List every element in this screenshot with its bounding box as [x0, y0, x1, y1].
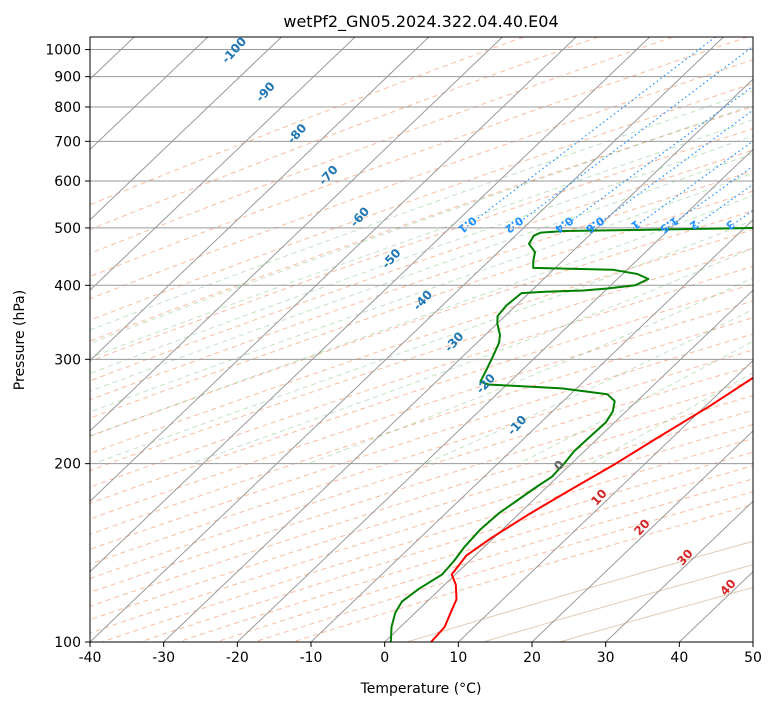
x-tick-label: 50	[744, 650, 762, 666]
dry-adiabat	[139, 451, 753, 642]
dry-adiabat	[90, 409, 753, 621]
moist-adiabat	[90, 119, 753, 359]
dry-adiabat	[90, 59, 753, 300]
isotherm	[310, 219, 753, 642]
dry-adiabat	[90, 37, 748, 278]
moist-adiabat	[90, 152, 753, 392]
x-tick-label: 20	[523, 650, 541, 666]
isotherm	[90, 37, 724, 642]
y-tick-label: 300	[54, 352, 81, 368]
isotherm	[384, 289, 753, 642]
dry-adiabat	[90, 424, 753, 634]
mixing-ratio-line	[511, 45, 753, 229]
x-tick-label: -30	[152, 650, 175, 666]
moist-adiabat	[90, 135, 753, 375]
dry-adiabat	[90, 395, 753, 607]
isotherm	[90, 37, 356, 291]
background-lines	[0, 37, 753, 642]
profile-series	[389, 227, 753, 642]
y-tick-label: 900	[54, 70, 81, 86]
dry-adiabat	[90, 317, 753, 535]
chart-title: wetPf2_GN05.2024.322.04.40.E04	[283, 12, 558, 32]
dry-adiabat	[215, 478, 753, 642]
profile-line	[389, 227, 753, 642]
isotherm	[605, 500, 753, 642]
plot-background	[90, 37, 753, 642]
dry-adiabat	[90, 380, 753, 593]
x-axis-title: Temperature (°C)	[360, 681, 482, 697]
mixing-ratio-lines	[464, 37, 775, 229]
dry-adiabat	[292, 503, 753, 642]
dry-adiabat	[90, 82, 753, 321]
isotherm	[90, 37, 651, 573]
mixing-ratio-line	[633, 140, 753, 229]
dry-adiabat	[90, 265, 753, 488]
x-tick-label: -10	[300, 650, 323, 666]
moist-adiabat	[90, 104, 753, 344]
reference-curve	[406, 540, 753, 642]
y-axis-title: Pressure (hPa)	[12, 290, 28, 390]
x-axis-ticks: -40 -30 -20 -10 0 10 20 30 40 50	[79, 642, 762, 666]
moist-adiabat	[90, 172, 753, 413]
isotherm	[90, 37, 282, 221]
plot-frame	[89, 36, 754, 643]
y-tick-label: 1000	[45, 43, 81, 59]
y-tick-label: 400	[54, 278, 81, 294]
dry-adiabat	[90, 128, 753, 362]
isotherm	[90, 37, 577, 502]
isotherm	[163, 78, 753, 642]
x-tick-label: 10	[449, 650, 467, 666]
x-tick-label: 0	[380, 650, 389, 666]
mixing-ratio-line	[755, 37, 775, 228]
y-tick-label: 600	[54, 174, 81, 190]
dry-adiabat	[90, 210, 753, 437]
y-tick-label: 200	[54, 457, 81, 473]
x-tick-label: 30	[597, 650, 615, 666]
moist-adiabat	[90, 90, 753, 331]
moist-adiabat	[93, 219, 753, 465]
mixing-ratio-line	[561, 85, 753, 229]
y-tick-label: 100	[54, 635, 81, 651]
dry-adiabat	[90, 190, 753, 419]
isotherm	[531, 430, 753, 642]
y-tick-label: 700	[54, 134, 81, 150]
isotherm	[0, 37, 60, 642]
isotherm	[90, 37, 503, 432]
moist-adiabat	[307, 277, 753, 465]
y-tick-label: 500	[54, 221, 81, 237]
x-tick-label: -40	[79, 650, 102, 666]
y-axis-ticks: 100 200 300 400 500 600 700 800 900 1000	[45, 43, 90, 651]
isotherm	[90, 37, 209, 151]
y-tick-label: 800	[54, 100, 81, 116]
mixing-ratio-line	[464, 37, 716, 229]
isotherm	[752, 641, 753, 642]
x-tick-label: 40	[670, 650, 688, 666]
isotherm	[236, 148, 753, 642]
dry-adiabat	[90, 247, 753, 471]
x-tick-label: -20	[226, 650, 249, 666]
isotherm	[457, 359, 753, 642]
profile-line	[430, 376, 753, 642]
isotherm	[90, 37, 430, 362]
dry-adiabat	[90, 349, 753, 565]
